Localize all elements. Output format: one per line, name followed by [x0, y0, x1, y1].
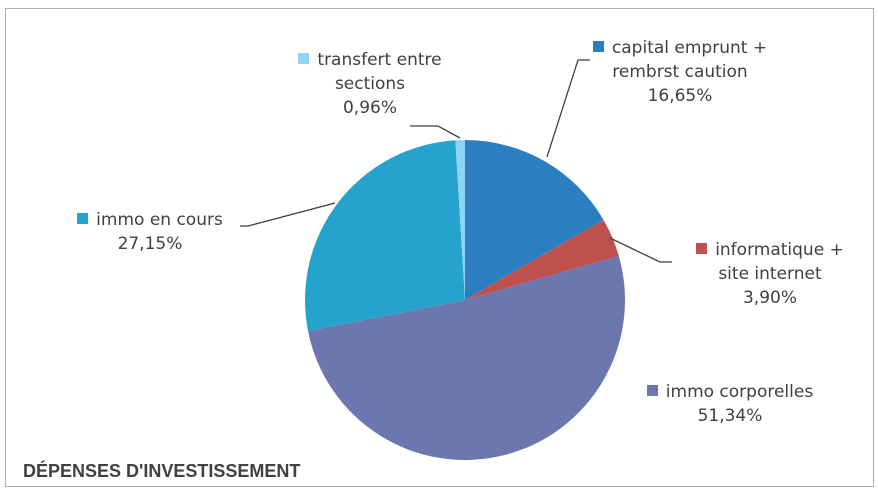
value-label: 0,96%	[342, 98, 397, 118]
pie-slice	[308, 255, 626, 461]
pie-slice	[455, 140, 465, 300]
slice-label: capital emprunt + rembrst caution 16,65%	[590, 36, 770, 108]
pie-slice	[465, 219, 619, 300]
chart-title: DÉPENSES D'INVESTISSEMENT	[23, 461, 301, 481]
pie-slice	[305, 140, 465, 332]
legend-marker	[646, 385, 658, 396]
category-name: immo en cours	[96, 210, 223, 230]
leader-line	[410, 125, 461, 139]
slice-label: transfert entre sections 0,96%	[270, 48, 470, 120]
leader-line	[240, 202, 336, 227]
category-name: immo corporelles	[665, 382, 814, 402]
category-name: capital emprunt + rembrst caution	[611, 38, 768, 82]
value-label: 16,65%	[647, 86, 713, 106]
value-label: 3,90%	[742, 288, 797, 308]
chart-border	[5, 8, 874, 487]
value-label: 51,34%	[697, 406, 763, 426]
legend-marker	[696, 243, 708, 254]
value-label: 27,15%	[117, 234, 183, 254]
legend-marker	[298, 53, 310, 64]
leader-line	[609, 237, 672, 263]
legend-marker	[592, 41, 604, 52]
slice-label: informatique + site internet 3,90%	[680, 238, 860, 310]
legend-marker	[77, 213, 89, 224]
slice-label: immo en cours 27,15%	[50, 208, 250, 256]
category-name: informatique + site internet	[715, 240, 844, 284]
leader-line	[546, 59, 590, 158]
slice-label: immo corporelles 51,34%	[640, 380, 820, 428]
pie-slice	[465, 140, 604, 300]
category-name: transfert entre sections	[317, 50, 442, 94]
